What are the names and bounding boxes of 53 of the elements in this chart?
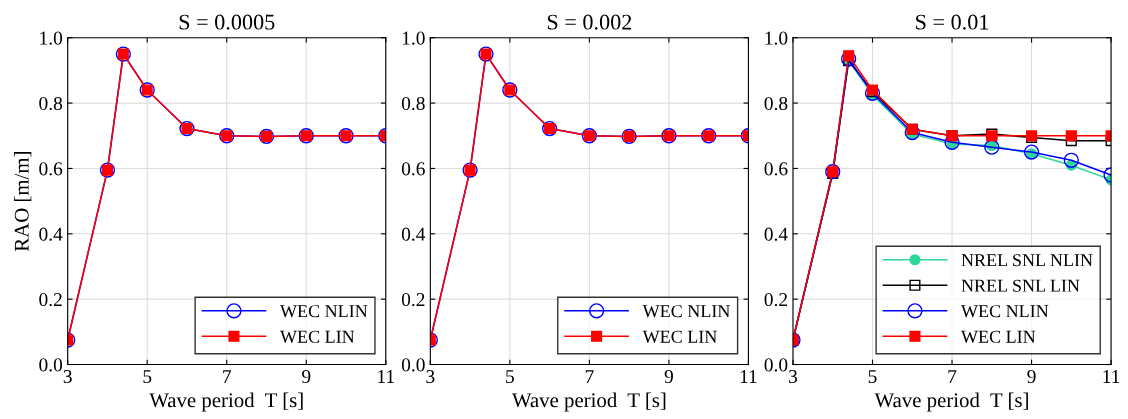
y-tick-label: 0.0: [39, 358, 63, 372]
y-tick-label: 1.0: [402, 31, 425, 45]
y-tick-label: 0.0: [401, 358, 425, 372]
chart-title: S = 0.0005: [179, 14, 275, 30]
x-tick-label: 3: [426, 370, 435, 384]
x-tick-label: 5: [143, 370, 152, 384]
legend-label: NREL SNL LIN: [961, 279, 1080, 292]
x-tick-label: 7: [223, 370, 232, 383]
x-tick-label: 5: [868, 370, 877, 384]
y-tick-label: 0.8: [401, 96, 425, 111]
x-tick-label: 9: [302, 370, 311, 384]
legend-label: NREL SNL NLIN: [961, 254, 1093, 267]
y-tick-label: 0.0: [764, 358, 788, 372]
y-tick-label: 0.6: [401, 162, 425, 176]
y-tick-label: 0.4: [39, 227, 63, 241]
legend-label: WEC LIN: [642, 330, 717, 343]
legend-label: WEC NLIN: [961, 305, 1049, 318]
x-axis-title: Wave period T [s]: [874, 392, 1028, 412]
y-tick-label: 0.4: [401, 227, 426, 241]
point: [1065, 130, 1077, 142]
y-tick-label: 0.2: [401, 292, 425, 307]
y-tick-label: 0.8: [39, 96, 63, 111]
y-tick-label: 1.0: [765, 31, 788, 45]
point: [843, 50, 855, 62]
y-tick-label: 0.2: [39, 292, 62, 307]
point: [1063, 152, 1079, 168]
y-axis-title: RAO [m/m]: [14, 152, 32, 252]
chart-title: S = 0.002: [547, 14, 632, 30]
legend-label: WEC NLIN: [642, 305, 730, 318]
y-tick-label: 0.2: [764, 292, 788, 307]
x-axis-title: Wave period T [s]: [149, 392, 303, 412]
x-tick-label: 3: [63, 370, 72, 384]
x-tick-label: 5: [506, 370, 514, 384]
x-tick-label: 9: [1027, 370, 1036, 384]
y-tick-label: 0.6: [764, 162, 788, 176]
y-tick-label: 1.0: [40, 31, 63, 45]
chart-title: S = 0.01: [916, 14, 989, 30]
point: [1023, 144, 1040, 160]
x-tick-label: 7: [585, 370, 594, 383]
x-tick-label: 11: [1103, 370, 1120, 383]
x-tick-label: 9: [664, 370, 673, 384]
legend-label: WEC LIN: [280, 330, 355, 343]
point: [840, 51, 857, 67]
x-tick-label: 7: [948, 370, 957, 383]
y-tick-label: 0.6: [39, 162, 63, 176]
x-axis-title: Wave period T [s]: [511, 392, 666, 412]
legend-label: WEC NLIN: [280, 305, 368, 318]
x-tick-label: 11: [378, 370, 394, 383]
x-tick-label: 3: [789, 370, 798, 384]
y-tick-label: 0.8: [764, 96, 788, 111]
y-tick-label: 0.4: [764, 227, 788, 241]
x-tick-label: 11: [740, 370, 757, 383]
legend-label: WEC LIN: [961, 330, 1036, 343]
